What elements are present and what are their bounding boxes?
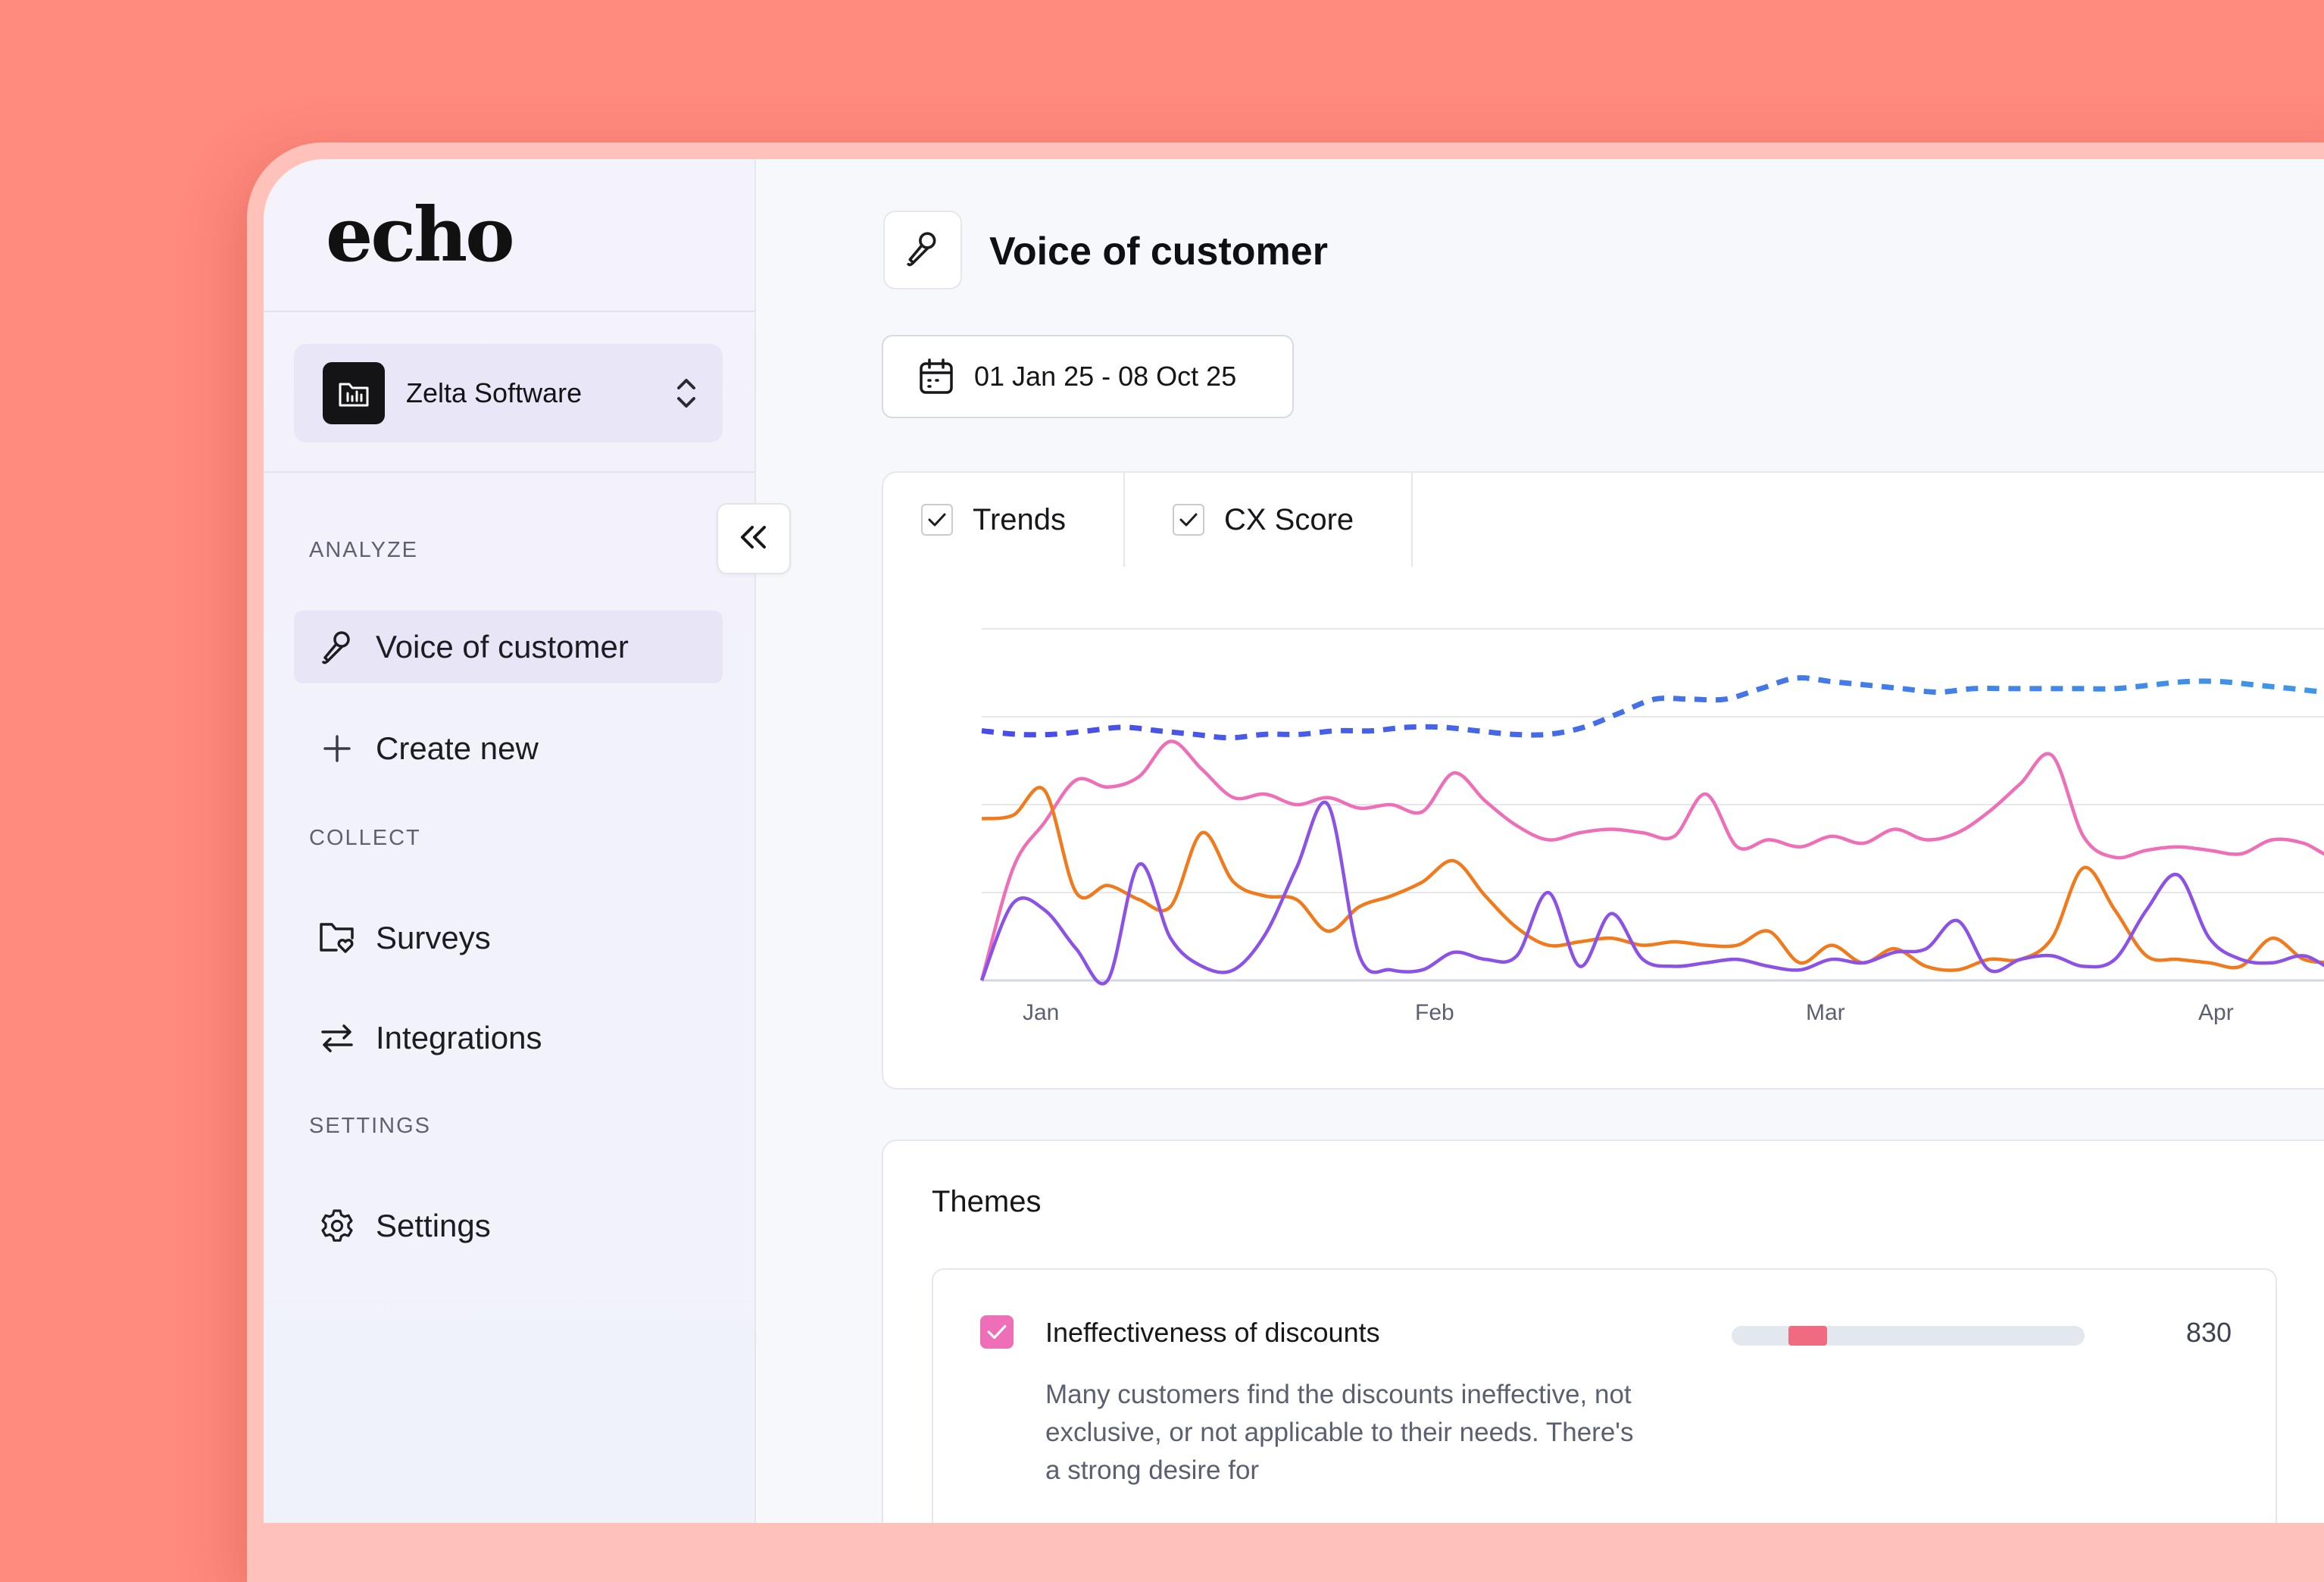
theme-name: Ineffectiveness of discounts <box>1045 1317 1380 1348</box>
divider <box>264 471 754 473</box>
theme-count: 830 <box>2185 1317 2232 1348</box>
series-line-trend-3 <box>979 800 2324 986</box>
sidebar-item-voice-of-customer[interactable]: Voice of customer <box>294 611 723 683</box>
logo: echo <box>326 192 515 279</box>
sidebar: echo Zelta Software ANALYZE <box>264 159 756 1523</box>
microphone-icon <box>904 230 941 271</box>
sidebar-item-label: Voice of customer <box>376 629 629 664</box>
series-line-trend-2 <box>981 786 2324 972</box>
x-tick-label: Feb <box>1415 1000 1454 1025</box>
main-content: Voice of customer 01 Jan 25 - 08 Oct 25 … <box>754 159 2324 1523</box>
series-line-trend-1 <box>979 739 2324 981</box>
workspace-logo-icon <box>323 362 385 424</box>
toggle-label: Trends <box>973 502 1067 536</box>
date-range-picker[interactable]: 01 Jan 25 - 08 Oct 25 <box>882 335 1294 418</box>
sidebar-item-create-new[interactable]: Create new <box>294 712 723 785</box>
themes-title: Themes <box>932 1185 1042 1218</box>
page-title: Voice of customer <box>989 230 1328 274</box>
themes-card: Themes Ineffectiveness of discounts 830 … <box>882 1140 2324 1523</box>
microphone-icon <box>318 628 356 666</box>
workspace-switcher[interactable]: Zelta Software <box>294 344 723 442</box>
toggle-cx-score[interactable]: CX Score <box>1135 473 1413 567</box>
sidebar-item-settings[interactable]: Settings <box>294 1190 723 1262</box>
x-tick-label: Apr <box>2198 1000 2234 1025</box>
theme-item[interactable]: Ineffectiveness of discounts 830 Many cu… <box>932 1268 2277 1523</box>
x-tick-label: Mar <box>1806 1000 1845 1025</box>
plus-icon <box>318 730 356 768</box>
arrows-exchange-icon <box>318 1019 356 1057</box>
x-tick-label: Jan <box>1023 1000 1059 1025</box>
theme-volume-bar-fill <box>1788 1326 1827 1346</box>
sidebar-item-label: Settings <box>376 1208 491 1243</box>
workspace-name: Zelta Software <box>406 377 583 408</box>
theme-volume-bar <box>1732 1326 2085 1346</box>
folder-heart-icon <box>318 919 356 957</box>
section-label-collect: COLLECT <box>309 826 421 850</box>
sidebar-item-label: Integrations <box>376 1020 542 1055</box>
toggle-trends[interactable]: Trends <box>883 473 1126 567</box>
page-title-icon <box>883 211 962 289</box>
chevron-up-down-icon <box>673 374 700 416</box>
checkbox[interactable] <box>921 504 953 536</box>
trends-line-chart: Jan Feb Mar Apr <box>979 628 2324 1025</box>
collapse-sidebar-button[interactable] <box>717 503 791 574</box>
calendar-icon <box>918 358 956 396</box>
gear-icon <box>318 1207 356 1245</box>
theme-description: Many customers find the discounts ineffe… <box>1045 1380 1634 1485</box>
sidebar-item-label: Create new <box>376 730 539 766</box>
section-label-settings: SETTINGS <box>309 1114 432 1138</box>
section-label-analyze: ANALYZE <box>309 538 419 562</box>
divider <box>264 311 754 312</box>
toggle-label: CX Score <box>1224 502 1354 536</box>
app-window: echo Zelta Software ANALYZE <box>264 159 2324 1523</box>
date-range-label: 01 Jan 25 - 08 Oct 25 <box>974 361 1237 392</box>
sidebar-item-integrations[interactable]: Integrations <box>294 1002 723 1074</box>
series-line-cx-score <box>981 675 2324 741</box>
sidebar-item-label: Surveys <box>376 920 491 955</box>
chevrons-left-icon <box>739 524 769 554</box>
sidebar-item-surveys[interactable]: Surveys <box>294 902 723 974</box>
trends-chart-card: Trends CX Score Jan Feb Mar Apr <box>882 471 2324 1090</box>
checkbox[interactable] <box>1173 504 1204 536</box>
theme-checkbox[interactable] <box>980 1315 1014 1349</box>
